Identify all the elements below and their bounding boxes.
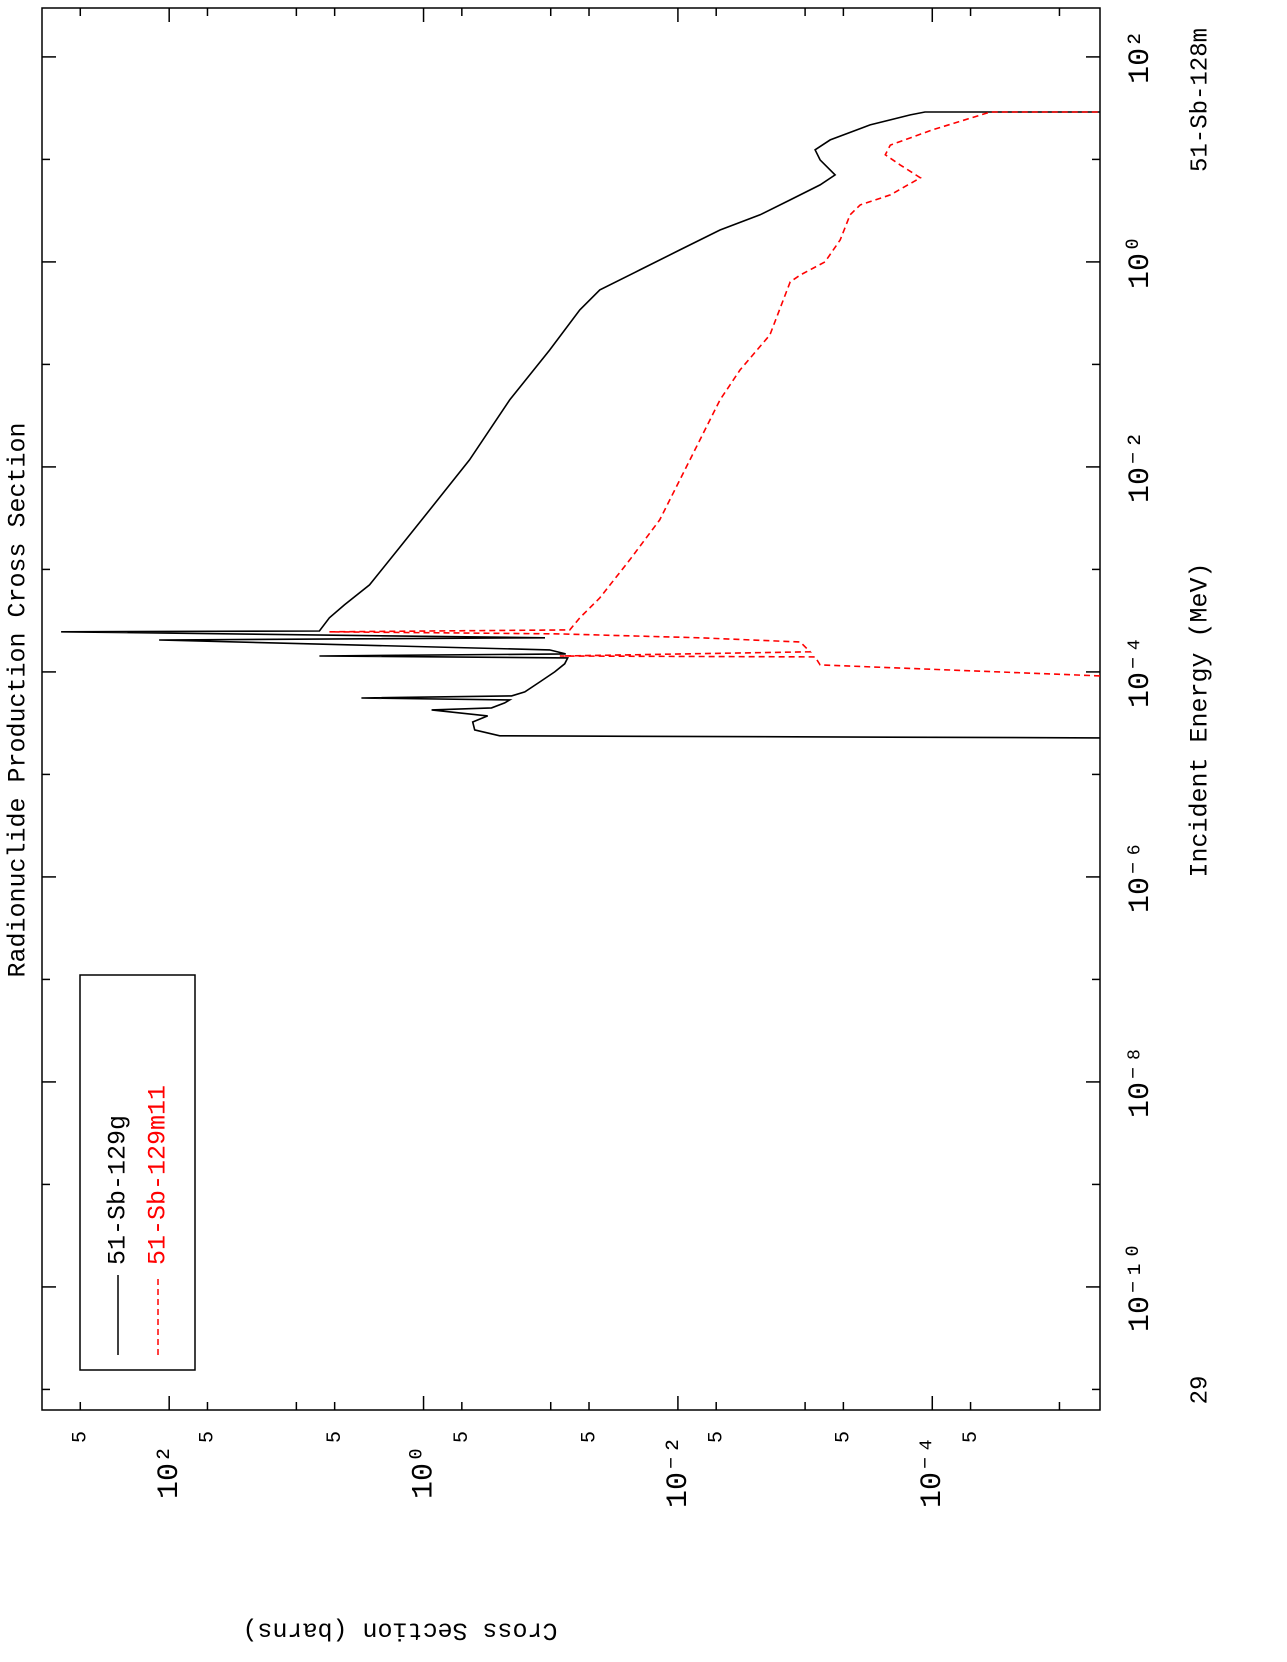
y-tick-label: 5: [70, 1431, 93, 1443]
y-tick-label: 10⁻⁴: [916, 1436, 950, 1508]
chart-title: Radionuclide Production Cross Section: [4, 422, 33, 977]
legend-box: [79, 974, 196, 1371]
x-tick-label: 10⁻⁸: [1124, 1046, 1158, 1118]
y-axis-label: Cross Section (barns): [242, 1615, 557, 1644]
x-tick-label: 10²: [1124, 30, 1158, 84]
series-line: [329, 111, 1101, 677]
y-tick-label: 5: [705, 1431, 728, 1443]
y-tick-label: 5: [324, 1431, 347, 1443]
plot-frame: [41, 7, 1101, 1411]
x-tick-label: 10⁻¹⁰: [1124, 1242, 1158, 1332]
x-axis-label: Incident Energy (MeV): [1186, 562, 1215, 877]
x-tick-label: 10⁻⁶: [1124, 841, 1158, 913]
corner-label: 29: [1187, 1376, 1214, 1405]
y-tick-label: 5: [197, 1431, 220, 1443]
y-tick-label: 5: [578, 1431, 601, 1443]
series-line: [61, 111, 1101, 739]
y-tick-label: 5: [833, 1431, 856, 1443]
y-tick-label: 10⁻²: [662, 1436, 696, 1508]
y-tick-label: 10⁰: [407, 1445, 441, 1499]
y-tick-label: 5: [451, 1431, 474, 1443]
y-tick-label: 10²: [153, 1445, 187, 1499]
y-tick-label: 5: [960, 1431, 983, 1443]
legend-label: 51-Sb-129g: [104, 1115, 133, 1265]
x-tick-label: 10⁻²: [1124, 431, 1158, 503]
x-tick-label: 10⁻⁴: [1124, 636, 1158, 708]
x-tick-label: 10⁰: [1124, 235, 1158, 289]
legend-label: 51-Sb-129m11: [144, 1085, 173, 1265]
reaction-label: 51-Sb-128m: [1187, 28, 1214, 172]
rotated-plot: Radionuclide Production Cross Section In…: [4, 7, 1215, 1644]
